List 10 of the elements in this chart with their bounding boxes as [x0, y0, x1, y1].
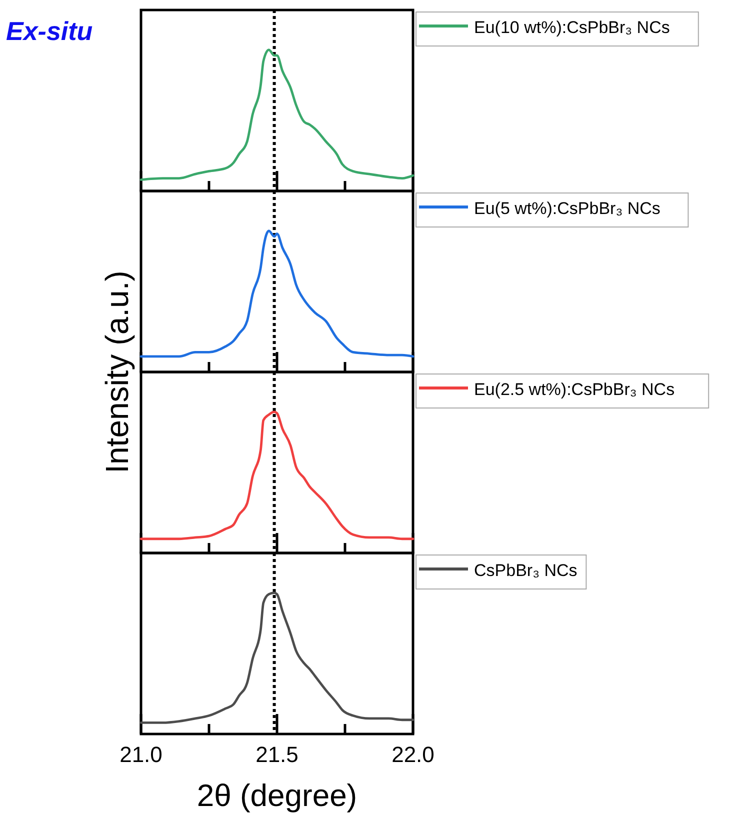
- chart-title: Ex-situ: [6, 16, 93, 46]
- legend-label: CsPbBr₃ NCs: [474, 561, 578, 580]
- y-axis-title: Intensity (a.u.): [99, 270, 135, 474]
- x-axis-title: 2θ (degree): [196, 778, 358, 813]
- x-tick-label: 21.5: [256, 742, 298, 767]
- x-tick-label: 21.0: [120, 742, 162, 767]
- legend-label: Eu(5 wt%):CsPbBr₃ NCs: [474, 199, 660, 218]
- x-tick-label: 22.0: [392, 742, 434, 767]
- legend-label: Eu(10 wt%):CsPbBr₃ NCs: [474, 18, 670, 37]
- legend-label: Eu(2.5 wt%):CsPbBr₃ NCs: [474, 380, 675, 399]
